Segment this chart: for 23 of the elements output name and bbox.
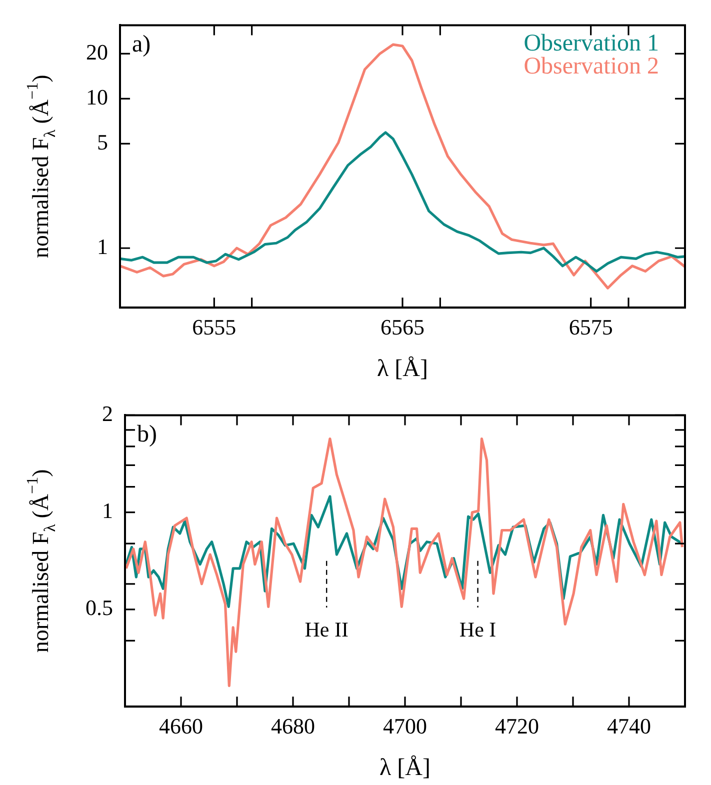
x-axis-title: λ [Å]	[380, 754, 430, 781]
y-tick-label: 1	[97, 234, 108, 259]
x-axis-title: λ [Å]	[377, 356, 428, 382]
x-tick-label: 6565	[380, 314, 424, 340]
x-tick-label: 4700	[383, 714, 427, 739]
x-tick-label: 4740	[607, 714, 651, 739]
x-tick-label: 4680	[271, 714, 315, 739]
y-tick-label: 20	[86, 39, 108, 64]
x-tick-label: 4720	[495, 714, 539, 739]
y-tick-label: 5	[97, 129, 108, 154]
y-tick-label: 2	[102, 400, 113, 426]
x-tick-label: 6555	[192, 314, 236, 340]
x-tick-label: 4660	[159, 714, 203, 739]
x-tick-label: 6575	[568, 314, 613, 340]
y-axis-title: normalised Fλ (Å−1)	[24, 74, 59, 258]
annotation: b)	[137, 421, 157, 448]
y-axis-title: normalised Fλ (Å−1)	[24, 469, 59, 653]
y-tick-label: 1	[102, 498, 113, 524]
y-tick-label: 10	[86, 84, 108, 110]
ref-line-label: He I	[459, 617, 496, 642]
annotation: a)	[132, 31, 151, 58]
ref-line-label: He II	[304, 617, 348, 642]
y-tick-label: 0.5	[86, 595, 113, 620]
